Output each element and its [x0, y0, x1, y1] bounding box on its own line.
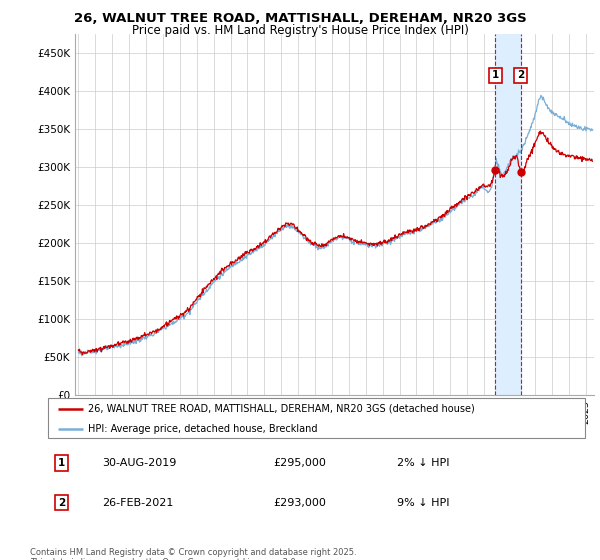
- Text: This data is licensed under the Open Government Licence v3.0.: This data is licensed under the Open Gov…: [30, 558, 298, 560]
- Text: 2% ↓ HPI: 2% ↓ HPI: [397, 458, 449, 468]
- Text: 1: 1: [58, 458, 65, 468]
- Text: HPI: Average price, detached house, Breckland: HPI: Average price, detached house, Brec…: [88, 424, 318, 434]
- Text: 2: 2: [517, 71, 524, 81]
- Text: 30-AUG-2019: 30-AUG-2019: [102, 458, 176, 468]
- Text: £295,000: £295,000: [274, 458, 326, 468]
- Text: 9% ↓ HPI: 9% ↓ HPI: [397, 497, 449, 507]
- Text: 2: 2: [58, 497, 65, 507]
- Text: 26, WALNUT TREE ROAD, MATTISHALL, DEREHAM, NR20 3GS (detached house): 26, WALNUT TREE ROAD, MATTISHALL, DEREHA…: [88, 404, 475, 414]
- Text: Price paid vs. HM Land Registry's House Price Index (HPI): Price paid vs. HM Land Registry's House …: [131, 24, 469, 36]
- Text: Contains HM Land Registry data © Crown copyright and database right 2025.: Contains HM Land Registry data © Crown c…: [30, 548, 356, 557]
- Text: 1: 1: [491, 71, 499, 81]
- Text: £293,000: £293,000: [274, 497, 326, 507]
- Bar: [495, 34, 521, 395]
- Text: 26, WALNUT TREE ROAD, MATTISHALL, DEREHAM, NR20 3GS: 26, WALNUT TREE ROAD, MATTISHALL, DEREHA…: [74, 12, 526, 25]
- Text: 26-FEB-2021: 26-FEB-2021: [102, 497, 173, 507]
